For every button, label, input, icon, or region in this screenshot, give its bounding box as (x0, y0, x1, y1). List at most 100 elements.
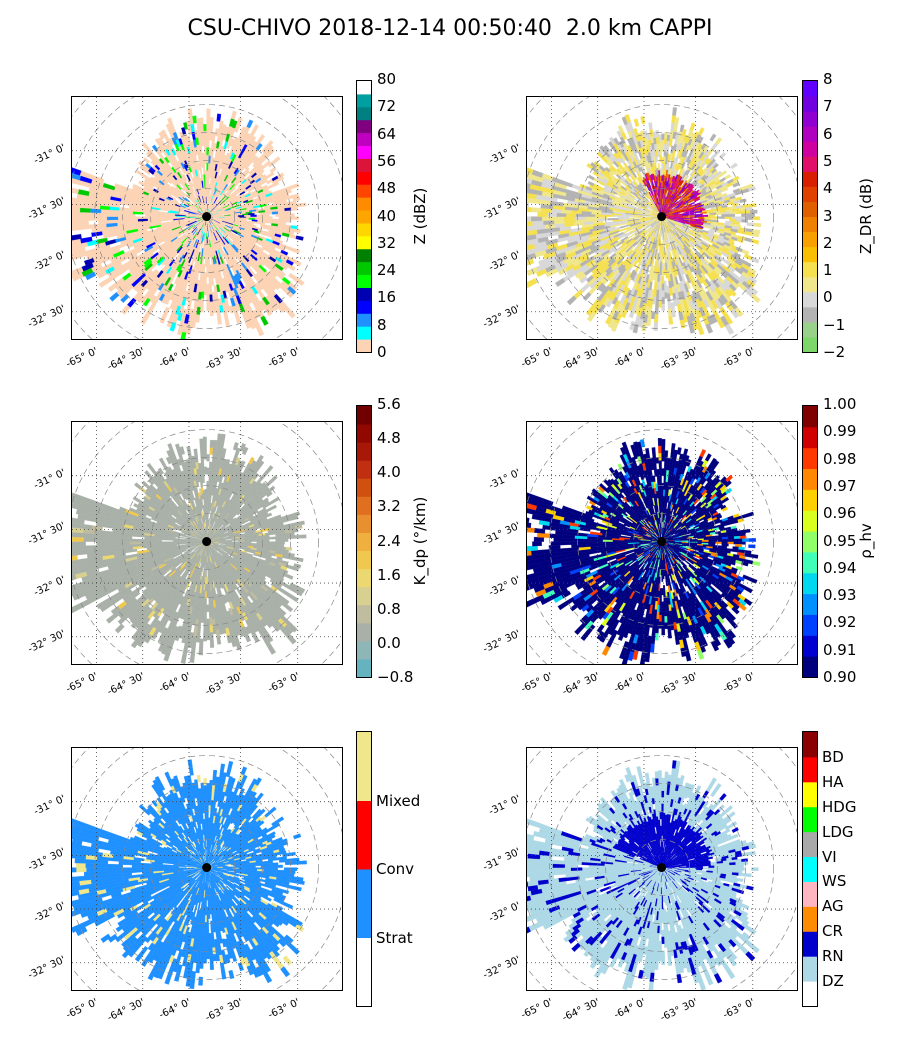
colorbar-swatch (357, 222, 371, 237)
colorbar-tick-label: 0 (823, 288, 833, 307)
colorbar-swatch (357, 235, 371, 250)
colorbar-tick-label: 0.0 (377, 633, 401, 652)
colorbar-swatch (357, 339, 371, 352)
colorbar-tick-label: −2 (823, 343, 846, 361)
colorbar-swatch (803, 141, 817, 157)
colorbar-5 (356, 731, 372, 1007)
colorbar-swatch (803, 732, 817, 758)
lat-tick-label: -31° 0' (487, 142, 523, 167)
colorbar-swatch (357, 869, 371, 938)
colorbar-category-label: VI (822, 847, 837, 866)
lat-tick-label: -31° 30' (26, 846, 68, 874)
colorbar-swatch (357, 658, 371, 677)
colorbar-swatch (803, 156, 817, 172)
colorbar-tick-label: 0.98 (823, 449, 857, 468)
colorbar-swatch (803, 468, 817, 490)
colorbar-swatch (803, 276, 817, 293)
colorbar-swatch (357, 132, 371, 147)
lat-tick-label: -31° 30' (481, 846, 523, 874)
ppi-panel-2 (526, 96, 798, 340)
colorbar-swatch (803, 781, 817, 808)
lat-tick-label: -32° 30' (481, 303, 523, 331)
colorbar-category-label: BD (822, 747, 844, 766)
colorbar-swatch (803, 216, 817, 233)
colorbar-tick-label: 0.99 (823, 422, 857, 441)
colorbar-tick-label: 24 (377, 261, 397, 280)
radar-field-1 (72, 97, 342, 339)
lat-tick-label: -32° 30' (26, 628, 68, 656)
colorbar-tick-label: 0.90 (823, 668, 857, 686)
colorbar-swatch (803, 231, 817, 248)
colorbar-swatch (357, 568, 371, 588)
colorbar-swatch (803, 593, 817, 615)
lat-tick-label: -31° 30' (481, 520, 523, 548)
colorbar-category-label: Mixed (376, 791, 421, 810)
lat-tick-label: -31° 30' (26, 520, 68, 548)
ppi-panel-5 (71, 747, 343, 991)
colorbar-tick-label: 0.95 (823, 531, 857, 550)
colorbar-tick-label: 2 (823, 233, 833, 252)
colorbar-swatch (803, 489, 817, 511)
lon-tick-label: -63° 0' (266, 671, 302, 696)
colorbar-swatch (803, 81, 817, 97)
colorbar-swatch (357, 158, 371, 172)
colorbar-swatch (357, 937, 371, 1006)
colorbar-swatch (357, 145, 371, 159)
ppi-panel-3 (71, 421, 343, 665)
ppi-panel-4 (526, 421, 798, 665)
colorbar-tick-label: 0.94 (823, 558, 857, 577)
radar-site-marker (202, 863, 212, 873)
colorbar-swatch (357, 550, 371, 570)
lat-tick-label: -31° 0' (487, 793, 523, 818)
colorbar-swatch (357, 300, 371, 314)
colorbar-swatch (803, 981, 817, 1006)
colorbar-swatch (803, 956, 817, 982)
colorbar-swatch (803, 246, 817, 263)
colorbar-swatch (357, 406, 371, 425)
colorbar-swatch (803, 291, 817, 308)
colorbar-tick-label: 4 (823, 179, 833, 198)
colorbar-category-label: HDG (822, 797, 857, 816)
colorbar-swatch (803, 614, 817, 636)
colorbar-category-label: RN (822, 947, 844, 966)
colorbar-swatch (357, 496, 371, 515)
colorbar-category-label: CR (822, 922, 843, 941)
lon-tick-label: -63° 30' (203, 671, 245, 698)
colorbar-tick-label: 3.2 (377, 497, 401, 516)
colorbar-swatch (357, 442, 371, 461)
colorbar-swatch (357, 532, 371, 552)
colorbar-swatch (803, 635, 817, 657)
colorbar-tick-label: 40 (377, 206, 397, 225)
colorbar-label: K_dp (°/km) (411, 496, 429, 585)
lat-tick-label: -32° 0' (32, 574, 68, 599)
radar-site-marker (202, 212, 212, 222)
colorbar-swatch (357, 460, 371, 479)
colorbar-swatch (357, 732, 371, 801)
colorbar-swatch (803, 831, 817, 858)
colorbar-swatch (803, 171, 817, 187)
colorbar-swatch (357, 184, 371, 198)
lat-tick-label: -32° 0' (487, 249, 523, 274)
colorbar-swatch (357, 119, 371, 134)
colorbar-swatch (803, 186, 817, 202)
colorbar-swatch (357, 313, 371, 327)
radar-site-marker (202, 537, 212, 547)
colorbar-swatch (357, 274, 371, 288)
colorbar-tick-label: 0.91 (823, 640, 857, 659)
lat-tick-label: -32° 30' (26, 954, 68, 982)
colorbar-swatch (357, 248, 371, 263)
lat-tick-label: -31° 0' (32, 793, 68, 818)
colorbar-category-label: Conv (376, 860, 415, 878)
lon-tick-label: -63° 0' (266, 997, 302, 1022)
colorbar-swatch (803, 881, 817, 907)
colorbar-2 (802, 80, 818, 353)
colorbar-swatch (803, 756, 817, 783)
radar-field-2 (527, 97, 797, 339)
colorbar-swatch (803, 572, 817, 595)
colorbar-tick-label: 48 (377, 179, 397, 198)
colorbar-tick-label: 72 (377, 97, 397, 116)
colorbar-swatch (803, 531, 817, 553)
colorbar-tick-label: −0.8 (377, 668, 414, 686)
radar-field-3 (72, 422, 342, 664)
lon-tick-label: -63° 30' (658, 346, 700, 373)
